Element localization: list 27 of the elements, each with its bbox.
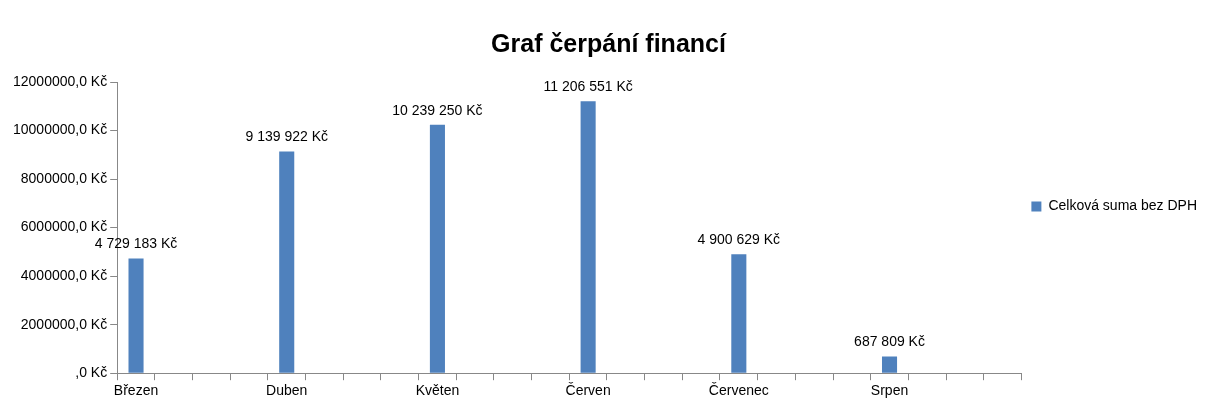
- bar: [279, 151, 295, 373]
- y-tick-label: 8000000,0 Kč: [20, 169, 108, 186]
- x-tick-label: Červenec: [708, 382, 769, 399]
- x-tick-label: Duben: [266, 382, 308, 399]
- y-tick-label: 10000000,0 Kč: [12, 121, 108, 138]
- bar: [128, 258, 144, 373]
- bar: [881, 356, 898, 373]
- data-label: 4 729 183 Kč: [94, 235, 178, 252]
- bar: [429, 124, 445, 373]
- x-tick-label: Červen: [565, 382, 611, 399]
- data-label: 687 809 Kč: [854, 333, 925, 350]
- data-label: 11 206 551 Kč: [543, 78, 633, 95]
- legend-label: Celková suma bez DPH: [1048, 197, 1198, 214]
- data-label: 10 239 250 Kč: [392, 101, 483, 118]
- x-tick-label: Květen: [415, 382, 460, 399]
- x-tick-label: Březen: [113, 382, 159, 399]
- y-tick-label: 4000000,0 Kč: [20, 266, 108, 283]
- y-tick-label: 12000000,0 Kč: [12, 72, 108, 89]
- chart-title: Graf čerpání financí: [491, 28, 727, 57]
- y-tick-label: 6000000,0 Kč: [20, 218, 108, 235]
- bar: [731, 254, 747, 373]
- data-label: 9 139 922 Kč: [245, 128, 328, 145]
- data-label: 4 900 629 Kč: [697, 231, 781, 248]
- y-tick-label: 2000000,0 Kč: [20, 315, 108, 332]
- x-tick-label: Srpen: [870, 382, 909, 399]
- y-tick-label: ,0 Kč: [75, 364, 108, 381]
- bar: [580, 101, 596, 373]
